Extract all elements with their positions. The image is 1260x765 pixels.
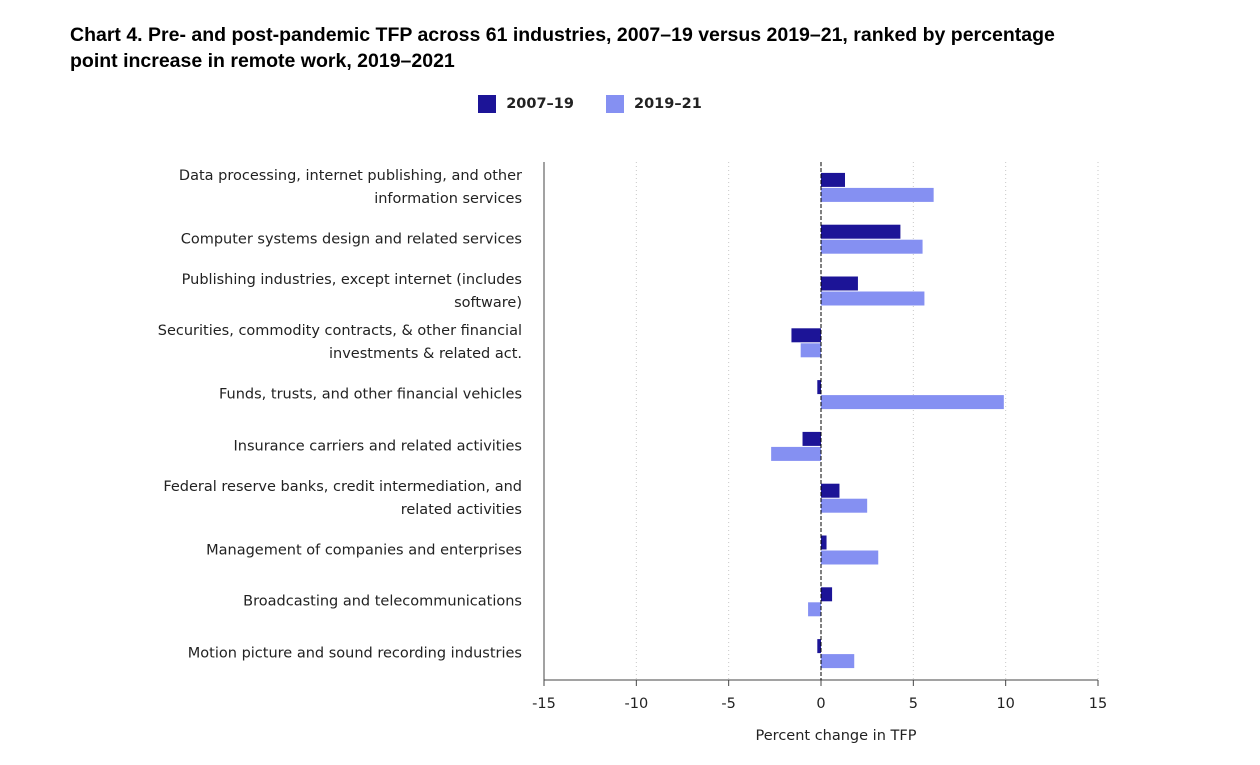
legend-swatch: [478, 95, 497, 113]
bar: [821, 498, 868, 513]
y-tick-label: Publishing industries, except internet (…: [181, 271, 522, 311]
legend-item: 2019–21: [606, 95, 702, 113]
legend-swatch: [606, 95, 624, 113]
bar: [821, 187, 934, 202]
bar: [821, 291, 925, 306]
y-tick-label: Motion picture and sound recording indus…: [187, 645, 522, 662]
legend-item: 2007–19: [478, 95, 574, 113]
bar: [821, 172, 846, 187]
bar: [821, 587, 833, 602]
y-tick-label: Securities, commodity contracts, & other…: [157, 323, 522, 363]
x-tick-label: 10: [996, 696, 1014, 712]
y-tick-label: Funds, trusts, and other financial vehic…: [219, 386, 522, 403]
y-tick-label: Insurance carriers and related activitie…: [233, 438, 522, 455]
bar: [821, 276, 858, 291]
bar: [821, 224, 901, 239]
legend-label: 2019–21: [634, 96, 702, 112]
bar: [791, 328, 821, 343]
y-tick-label: Broadcasting and telecommunications: [243, 593, 522, 610]
bar: [821, 239, 923, 254]
x-tick-label: 5: [909, 696, 918, 712]
y-tick-label: Computer systems design and related serv…: [180, 231, 522, 248]
y-tick-label: Management of companies and enterprises: [206, 542, 522, 558]
bar: [821, 654, 855, 669]
bar: [817, 380, 821, 395]
bar: [821, 483, 840, 498]
x-tick-label: -15: [532, 696, 556, 712]
legend-label: 2007–19: [506, 96, 574, 112]
y-tick-label: Federal reserve banks, credit intermedia…: [163, 478, 522, 518]
bar: [802, 431, 821, 446]
bar: [821, 535, 827, 550]
bar: [821, 395, 1004, 410]
chart-title: Chart 4. Pre- and post-pandemic TFP acro…: [70, 24, 1055, 72]
bar: [821, 550, 879, 565]
x-tick-label: -10: [624, 696, 648, 712]
bar: [771, 446, 821, 461]
x-tick-label: 15: [1089, 696, 1107, 712]
x-tick-label: 0: [816, 696, 825, 712]
bar: [817, 639, 821, 654]
bar: [808, 602, 821, 617]
x-tick-label: -5: [721, 696, 735, 712]
x-axis-title: Percent change in TFP: [756, 728, 917, 744]
y-tick-label: Data processing, internet publishing, an…: [178, 167, 522, 207]
bar: [800, 343, 821, 358]
legend: 2007–19 2019–21: [0, 95, 1180, 113]
